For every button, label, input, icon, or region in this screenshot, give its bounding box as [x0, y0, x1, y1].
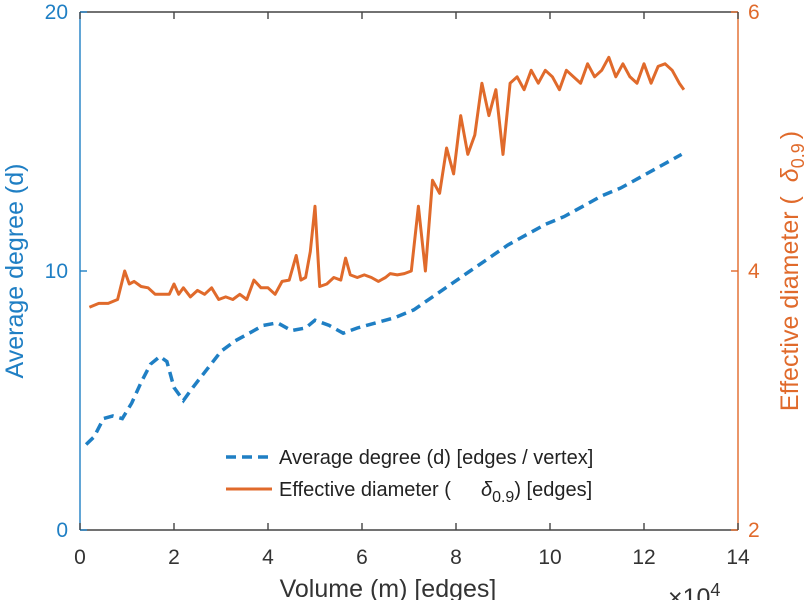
right-tick-label: 4	[748, 260, 760, 283]
right-tick-label: 2	[748, 519, 760, 542]
right-tick-label: 6	[748, 1, 760, 24]
right-axis-ticks: 2 4 6	[731, 1, 760, 542]
legend-label-average-degree: Average degree (d) [edges / vertex]	[279, 447, 593, 469]
x-axis-label: Volume (m) [edges]	[280, 575, 497, 600]
left-axis-ticks: 0 10 20	[45, 1, 87, 542]
y-axis-left-label: Average degree (d)	[1, 164, 29, 379]
legend: Average degree (d) [edges / vertex] Effe…	[226, 447, 593, 506]
y-axis-right-label: Effective diameter (δ0.9)	[776, 131, 808, 411]
legend-label-effective-diameter: Effective diameter (δ0.9) [edges]	[279, 479, 592, 506]
x-axis-multiplier: ×104	[668, 580, 720, 600]
left-tick-label: 0	[56, 519, 68, 542]
x-axis-ticks: 0 2 4 6 8 10 12 14	[74, 12, 750, 569]
x-tick-label: 10	[538, 546, 561, 569]
x-tick-label: 0	[74, 546, 86, 569]
x-tick-label: 8	[450, 546, 462, 569]
x-tick-label: 14	[726, 546, 750, 569]
x-tick-label: 6	[356, 546, 368, 569]
average-degree-series-line	[84, 152, 683, 446]
x-tick-label: 2	[168, 546, 180, 569]
x-tick-label: 4	[262, 546, 274, 569]
effective-diameter-series-line	[88, 55, 686, 309]
left-tick-label: 20	[45, 1, 68, 24]
x-tick-label: 12	[632, 546, 655, 569]
left-tick-label: 10	[45, 260, 68, 283]
